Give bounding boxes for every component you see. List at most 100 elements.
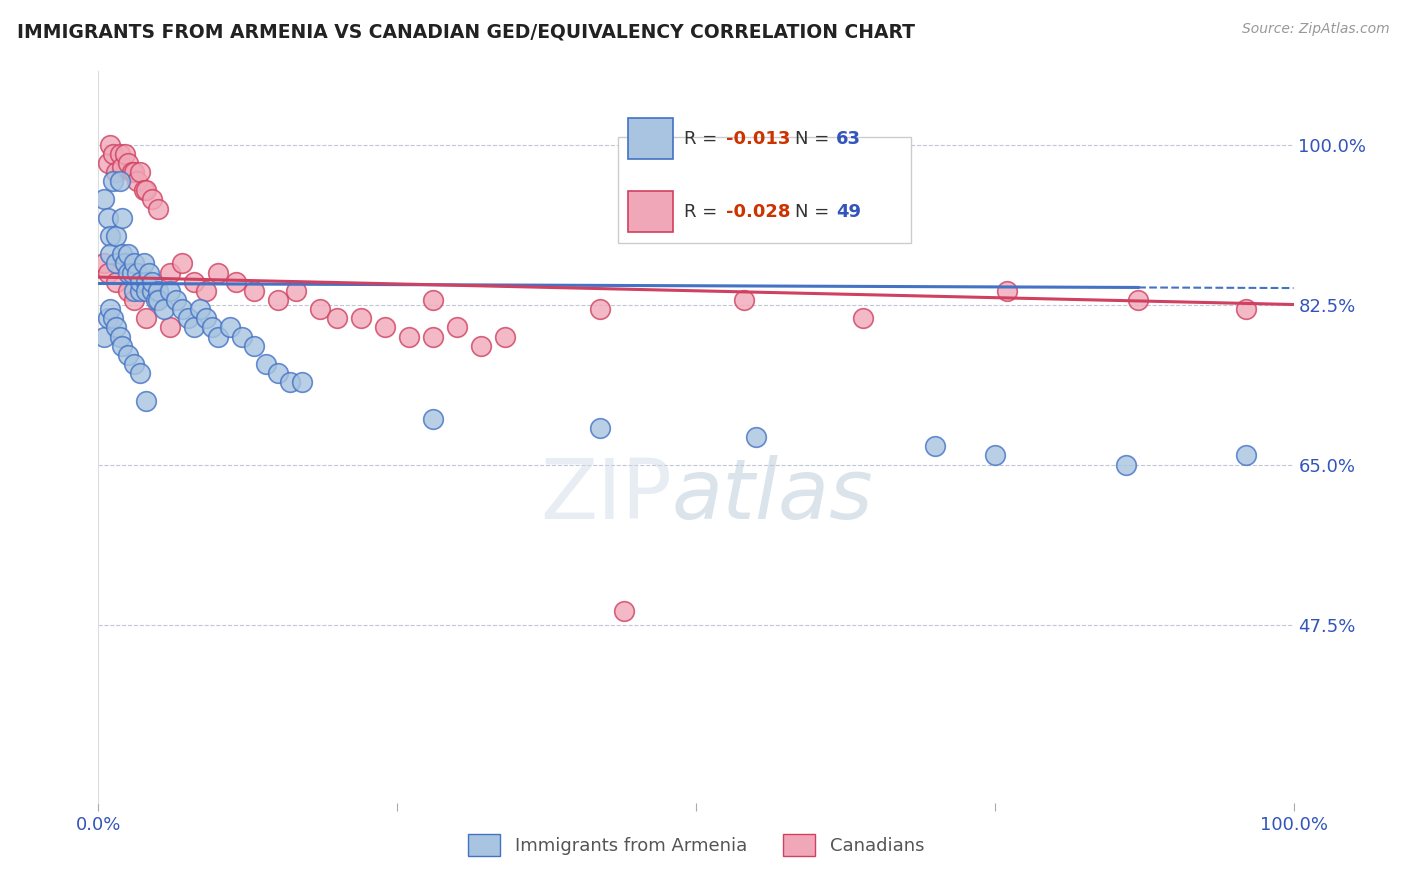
Point [470,338,492,352]
Point [135,275,157,289]
Point [159,320,181,334]
Point [195,284,218,298]
Point [1234,448,1257,462]
Point [105,256,128,270]
Point [101,311,124,326]
Point [374,320,396,334]
Point [129,366,152,380]
Point [111,161,134,175]
Point [995,284,1018,298]
Point [188,301,211,317]
Text: 63: 63 [835,130,860,148]
Point [138,266,160,280]
Point [284,284,307,298]
Point [733,293,755,307]
Point [165,293,187,307]
Text: -0.028: -0.028 [725,202,790,221]
Point [141,275,163,289]
Point [97,211,120,225]
FancyBboxPatch shape [628,191,673,232]
Point [97,155,120,169]
Point [108,146,131,161]
Point [124,256,146,270]
Point [183,320,205,334]
Point [114,256,136,270]
Point [207,329,229,343]
Point [135,183,157,197]
Point [97,311,120,326]
Text: 49: 49 [835,202,860,221]
Point [121,165,143,179]
Point [852,311,875,326]
Text: N =: N = [796,130,835,148]
Point [124,165,146,179]
Point [105,165,128,179]
Point [243,338,266,352]
Point [105,275,128,289]
Text: R =: R = [685,130,723,148]
Point [97,266,120,280]
Point [172,301,194,317]
Point [148,202,170,216]
Point [153,301,176,317]
Point [183,275,205,289]
Point [1234,301,1257,317]
Point [350,311,373,326]
Point [129,165,152,179]
Point [132,183,155,197]
Point [172,256,194,270]
Point [326,311,349,326]
Point [141,284,163,298]
FancyBboxPatch shape [619,137,911,244]
Point [117,348,139,362]
Point [111,247,134,261]
Text: ZIP: ZIP [540,455,672,536]
Point [291,376,314,390]
Point [98,247,122,261]
Point [745,430,768,444]
Point [121,266,143,280]
Point [135,393,157,408]
Point [278,376,301,390]
Point [613,604,636,618]
Point [105,228,128,243]
Point [135,284,157,298]
Point [135,311,157,326]
Point [98,301,122,317]
Point [207,266,229,280]
Point [984,448,1007,462]
Point [117,247,139,261]
Point [589,421,612,435]
Text: N =: N = [796,202,835,221]
Point [494,329,516,343]
Point [117,284,139,298]
Point [148,293,170,307]
Point [125,266,148,280]
Point [114,146,136,161]
Point [254,357,277,371]
Point [177,311,200,326]
Point [93,193,115,207]
Point [101,174,124,188]
Point [225,275,247,289]
Point [129,275,152,289]
Point [124,284,146,298]
Point [117,155,139,169]
Text: -0.013: -0.013 [725,130,790,148]
Point [231,329,253,343]
Point [219,320,242,334]
Legend: Immigrants from Armenia, Canadians: Immigrants from Armenia, Canadians [460,827,932,863]
Text: R =: R = [685,202,723,221]
Point [108,329,131,343]
Point [924,439,946,453]
Point [422,329,444,343]
Point [98,137,122,152]
Point [243,284,266,298]
Point [446,320,468,334]
Point [1115,458,1137,472]
Point [201,320,224,334]
Point [124,293,146,307]
Point [108,174,131,188]
Point [195,311,218,326]
Point [111,338,134,352]
